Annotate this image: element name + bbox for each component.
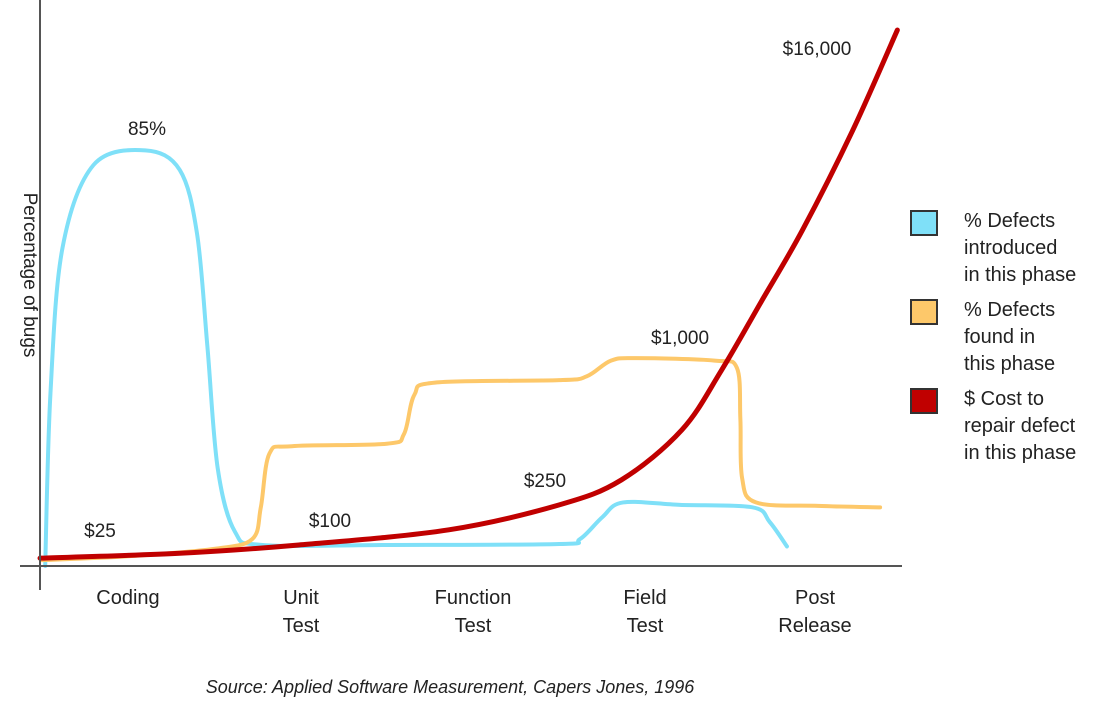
x-tick-label: Post Release — [778, 587, 851, 637]
legend-swatch-cyan — [910, 210, 938, 236]
legend-item-introduced: % Defects introduced in this phase — [910, 208, 1113, 289]
series-defects-introduced — [43, 148, 789, 568]
legend-swatch-orange — [910, 299, 938, 325]
data-label: $250 — [524, 471, 566, 492]
data-label: $25 — [84, 521, 116, 542]
legend-swatch-red — [910, 388, 938, 414]
data-label: $100 — [309, 511, 351, 532]
x-tick-label: Field Test — [623, 587, 666, 637]
data-label: $16,000 — [783, 39, 852, 60]
data-labels: 85% $25 $100 $250 $1,000 $16,000 — [84, 39, 851, 542]
y-axis-label: Percentage of bugs — [19, 193, 40, 358]
x-tick-labels: Coding Unit Test Function Test Field Test Post R… — [96, 587, 851, 637]
legend-label: % Defects found in this phase — [964, 299, 1056, 375]
data-label: $1,000 — [651, 328, 709, 349]
legend-item-found: % Defects found in this phase — [910, 297, 1113, 378]
legend-item-cost: $ Cost to repair defect in this phase — [910, 386, 1113, 467]
legend: % Defects introduced in this phase % Def… — [910, 208, 1113, 475]
series-defects-found — [39, 356, 883, 563]
data-label: 85% — [128, 119, 166, 140]
x-tick-label: Coding — [96, 587, 159, 609]
legend-label: $ Cost to repair defect in this phase — [964, 388, 1077, 464]
series-layer — [37, 27, 900, 568]
x-tick-label: Unit Test — [283, 587, 320, 637]
legend-label: % Defects introduced in this phase — [964, 210, 1077, 286]
series-repair-cost — [37, 27, 900, 561]
source-note: Source: Applied Software Measurement, Ca… — [206, 677, 696, 697]
x-tick-label: Function Test — [435, 587, 512, 637]
